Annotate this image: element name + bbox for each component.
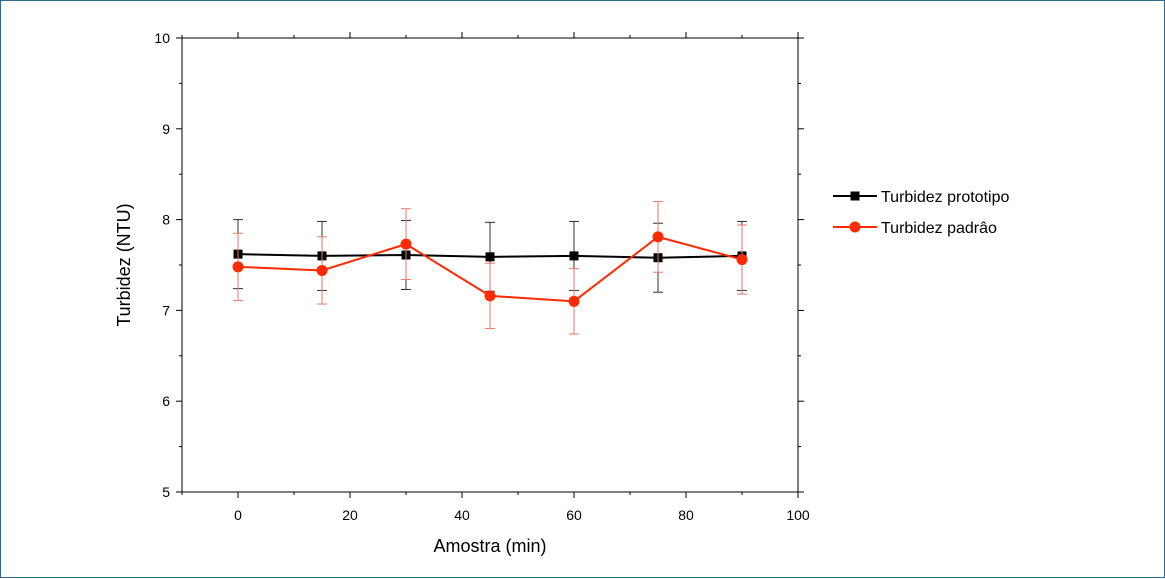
data-point [736, 254, 748, 266]
x-tick-label: 80 [678, 507, 694, 523]
plot-area: 0 20 40 60 80 100 5 6 7 8 9 10 [154, 30, 809, 523]
data-point [652, 231, 664, 243]
y-tick-label: 6 [162, 393, 170, 409]
data-point [485, 252, 495, 262]
y-tick-label: 8 [162, 212, 170, 228]
data-point [568, 295, 580, 307]
y-tick-label: 7 [162, 302, 170, 318]
y-axis-label: Turbidez (NTU) [114, 203, 134, 326]
data-point [484, 290, 496, 302]
data-point [316, 264, 328, 276]
legend: Turbidez prototipo Turbidez padrâo [833, 189, 1009, 237]
x-tick-label: 20 [342, 507, 358, 523]
x-tick-label: 40 [454, 507, 470, 523]
legend-label: Turbidez padrâo [881, 220, 997, 237]
legend-label: Turbidez prototipo [881, 189, 1009, 206]
series-2 [232, 200, 748, 335]
data-point [569, 251, 579, 261]
x-tick-label: 0 [234, 507, 242, 523]
data-point [400, 238, 412, 250]
x-axis-label: Amostra (min) [433, 536, 546, 556]
legend-swatch-marker [849, 221, 861, 233]
x-tick-label: 100 [786, 507, 810, 523]
x-tick-label: 60 [566, 507, 582, 523]
data-point [232, 261, 244, 273]
y-tick-label: 10 [154, 30, 170, 46]
y-tick-label: 9 [162, 121, 170, 137]
legend-swatch-marker [850, 191, 860, 201]
y-tick-label: 5 [162, 484, 170, 500]
